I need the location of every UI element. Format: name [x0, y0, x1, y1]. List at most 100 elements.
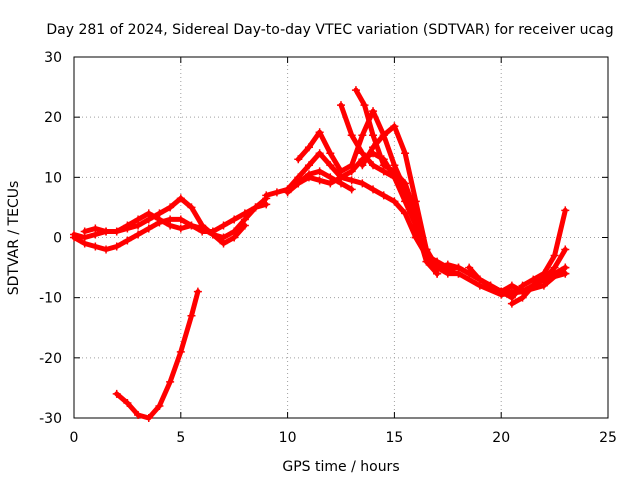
data-point: [80, 227, 89, 236]
series-arc-3: [80, 209, 249, 248]
series-arc-15: [518, 245, 570, 296]
series-trace: [82, 210, 248, 246]
data-point: [369, 131, 378, 140]
data-point: [422, 251, 431, 260]
data-point: [112, 242, 121, 251]
data-point: [433, 263, 442, 272]
data-point: [134, 410, 143, 419]
data-point: [337, 101, 345, 110]
data-point: [454, 263, 463, 272]
data-point: [315, 167, 324, 176]
data-point: [304, 161, 313, 170]
data-point: [176, 224, 185, 233]
x-axis-label: GPS time / hours: [282, 459, 399, 475]
data-point: [219, 239, 228, 248]
data-point: [465, 263, 474, 272]
data-point: [176, 215, 185, 224]
data-point: [166, 377, 175, 386]
data-point: [144, 224, 153, 233]
y-axis-label: SDTVAR / TECUs: [6, 181, 22, 296]
data-point: [369, 185, 378, 194]
x-tick-label: 20: [492, 430, 510, 446]
data-point: [251, 203, 260, 212]
data-point: [561, 206, 570, 215]
data-point: [561, 269, 570, 278]
data-point: [155, 215, 164, 224]
data-point: [518, 287, 527, 296]
data-point: [70, 230, 78, 239]
data-point: [272, 188, 281, 197]
data-point: [561, 245, 570, 254]
data-point: [208, 230, 217, 239]
data-point: [134, 230, 143, 239]
data-point: [358, 131, 367, 140]
series-arc-8: [294, 107, 442, 278]
data-point: [390, 167, 399, 176]
x-tick-label: 0: [70, 430, 79, 446]
data-point: [112, 227, 121, 236]
data-point: [176, 194, 185, 203]
data-point: [326, 161, 335, 170]
data-point: [294, 179, 303, 188]
data-point: [166, 203, 175, 212]
data-point: [379, 131, 388, 140]
data-point: [443, 269, 452, 278]
data-point: [390, 122, 399, 131]
data-point: [507, 299, 516, 308]
data-point: [123, 236, 132, 245]
data-point: [358, 149, 367, 158]
data-point: [497, 287, 506, 296]
y-tick-label: 10: [44, 170, 62, 186]
data-point: [315, 149, 324, 158]
data-point: [193, 287, 202, 296]
data-point: [411, 233, 420, 242]
data-point: [123, 398, 132, 407]
data-point: [102, 227, 111, 236]
data-point: [230, 215, 239, 224]
series-arc-11: [358, 122, 463, 278]
chart-title: Day 281 of 2024, Sidereal Day-to-day VTE…: [46, 22, 613, 38]
data-point: [102, 245, 111, 254]
data-point: [529, 281, 538, 290]
data-point: [134, 215, 143, 224]
x-tick-label: 5: [176, 430, 185, 446]
data-point: [283, 188, 292, 197]
data-point: [337, 167, 345, 176]
data-point: [326, 173, 335, 182]
data-point: [176, 347, 185, 356]
data-point: [507, 281, 516, 290]
data-point: [123, 221, 132, 230]
data-point: [475, 275, 484, 284]
data-point: [411, 197, 420, 206]
data-point: [315, 128, 324, 137]
series-arc-4: [112, 287, 202, 422]
data-point: [187, 311, 196, 320]
data-point: [91, 242, 100, 251]
data-point: [401, 179, 410, 188]
series-arc-7: [283, 167, 356, 197]
data-point: [155, 401, 164, 410]
data-point: [486, 281, 495, 290]
data-point: [360, 101, 369, 110]
y-tick-label: -30: [39, 411, 62, 427]
data-point: [198, 224, 207, 233]
data-point: [326, 149, 335, 158]
series-trace: [114, 289, 201, 421]
data-point: [219, 221, 228, 230]
data-point: [369, 107, 378, 116]
data-point: [240, 221, 249, 230]
data-point: [166, 221, 175, 230]
data-point: [358, 161, 367, 170]
x-tick-label: 15: [385, 430, 403, 446]
data-point: [144, 209, 153, 218]
y-tick-label: 30: [44, 50, 62, 66]
data-point: [144, 414, 153, 422]
data-point: [369, 143, 378, 152]
x-tick-label: 10: [279, 430, 297, 446]
series-trace: [509, 207, 568, 307]
y-tick-label: 20: [44, 110, 62, 126]
data-point: [304, 170, 313, 179]
data-point: [550, 263, 559, 272]
data-point: [91, 224, 100, 233]
